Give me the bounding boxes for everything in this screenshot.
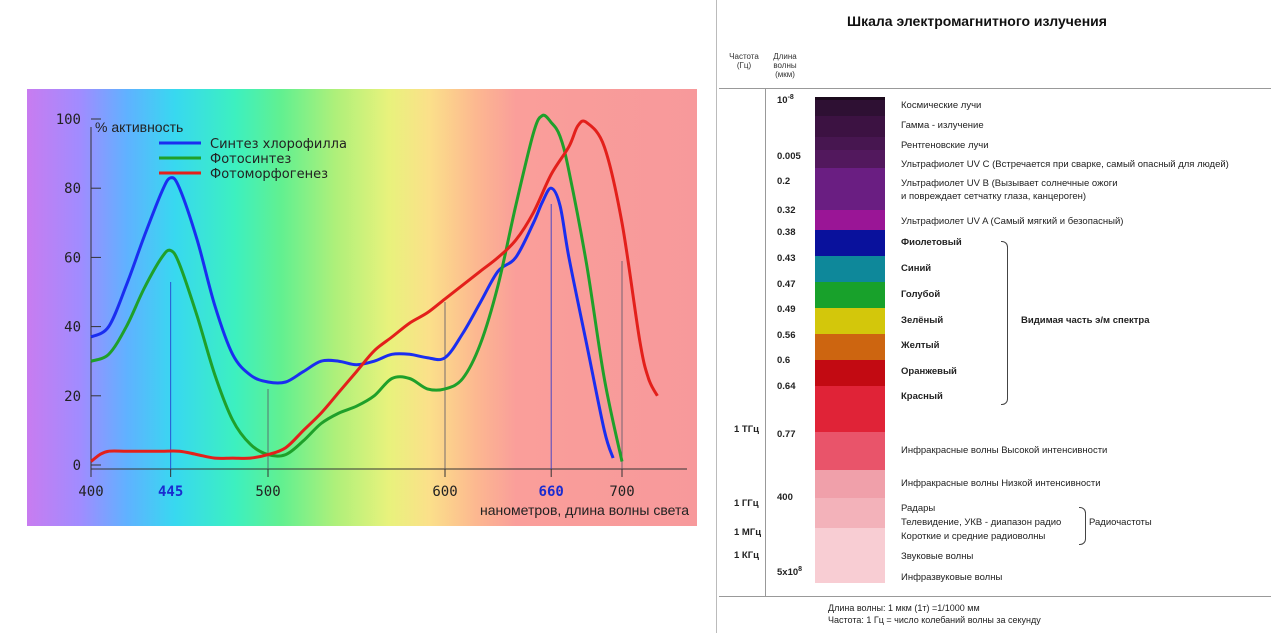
series-line-2 <box>90 113 624 462</box>
frequency-value-1: 1 ТГц <box>734 424 759 435</box>
action-spectrum-chart: % активность нанометров, длина волны све… <box>27 89 697 526</box>
wavelength-value-9: 0.56 <box>777 330 796 341</box>
em-scale-panel: Шкала электромагнитного излучения Частот… <box>716 0 1271 633</box>
footnote-frequency: Частота: 1 Гц = число колебаний волны за… <box>828 615 1041 625</box>
y-axis-label: % активность <box>95 119 183 135</box>
spectrum-band-18 <box>815 528 885 583</box>
spectrum-label-12: Желтый <box>901 340 940 351</box>
legend-label-1: Синтез хлорофилла <box>210 137 347 152</box>
frequency-value-3: 1 МГц <box>734 527 762 538</box>
spectrum-label-9: Синий <box>901 263 932 274</box>
y-tick-label-20: 20 <box>64 389 81 405</box>
x-tick-label-445: 445 <box>158 484 183 500</box>
visible-spectrum-label: Видимая часть э/м спектра <box>1021 315 1150 326</box>
spectrum-label-11: Зелёный <box>901 315 944 326</box>
legend-label-3: Фотоморфогенез <box>210 167 328 182</box>
spectrum-band-17 <box>815 498 885 528</box>
spectrum-label-1: Космические лучи <box>901 100 982 111</box>
wavelength-column-header: Длина волны (мкм) <box>773 52 797 79</box>
spectrum-band-9 <box>815 256 885 282</box>
x-tick-label-500: 500 <box>255 484 280 500</box>
x-tick-label-700: 700 <box>609 484 634 500</box>
spectrum-label-20: Звуковые волны <box>901 551 974 562</box>
spectrum-band-6 <box>815 168 885 210</box>
frequency-value-2: 1 ГГц <box>734 498 759 509</box>
wavelength-value-2: 0.005 <box>777 151 801 162</box>
spectrum-band-14 <box>815 386 885 432</box>
x-axis-label: нанометров, длина волны света <box>480 502 689 518</box>
frequency-column-header: Частота (Гц) <box>729 52 759 70</box>
wavelength-value-10: 0.6 <box>777 355 791 366</box>
spectrum-label-5: Ультрафиолет UV B (Вызывает солнечные ож… <box>901 178 1118 189</box>
spectrum-band-10 <box>815 282 885 308</box>
spectrum-label-3: Рентгеновские лучи <box>901 140 989 151</box>
spectrum-label-8: Фиолетовый <box>901 237 962 248</box>
y-tick-label-100: 100 <box>56 112 81 128</box>
spectrum-band-2 <box>815 100 885 116</box>
spectrum-label-21: Инфразвуковые волны <box>901 572 1003 583</box>
series-line-3 <box>90 119 659 463</box>
spectrum-label-19: Короткие и средние радиоволны <box>901 531 1046 542</box>
series-line-1 <box>90 176 615 459</box>
spectrum-label-15: Инфракрасные волны Высокой интенсивности <box>901 445 1108 456</box>
spectrum-label-14: Красный <box>901 391 943 402</box>
spectrum-label-6: и повреждает сетчатку глаза, канцероген) <box>901 191 1087 202</box>
em-scale-title: Шкала электромагнитного излучения <box>847 13 1107 29</box>
y-tick-label-0: 0 <box>73 458 81 474</box>
spectrum-label-7: Ультрафиолет UV A (Самый мягкий и безопа… <box>901 216 1124 227</box>
spectrum-label-13: Оранжевый <box>901 366 957 377</box>
x-tick-label-600: 600 <box>432 484 457 500</box>
spectrum-band-16 <box>815 470 885 498</box>
spectrum-band-4 <box>815 137 885 150</box>
wavelength-value-8: 0.49 <box>777 304 796 315</box>
spectrum-label-18: Телевидение, УКВ - диапазон радио <box>901 517 1062 528</box>
wavelength-value-11: 0.64 <box>777 381 796 392</box>
frequency-value-4: 1 КГц <box>734 550 759 561</box>
x-tick-label-660: 660 <box>539 484 564 500</box>
visible-spectrum-brace <box>1001 241 1008 405</box>
footnote-wavelength: Длина волны: 1 мкм (1т) =1/1000 мм <box>828 603 980 613</box>
footer-divider <box>719 596 1271 597</box>
wavelength-value-12: 0.77 <box>777 429 796 440</box>
wavelength-value-5: 0.38 <box>777 227 796 238</box>
spectrum-band-15 <box>815 432 885 470</box>
radio-frequencies-brace <box>1079 507 1086 545</box>
header-divider <box>719 88 1271 89</box>
wavelength-value-13: 400 <box>777 492 793 503</box>
spectrum-label-10: Голубой <box>901 289 941 300</box>
spectrum-band-13 <box>815 360 885 386</box>
spectrum-band-11 <box>815 308 885 334</box>
spectrum-band-7 <box>815 210 885 230</box>
y-tick-label-40: 40 <box>64 320 81 336</box>
spectrum-band-12 <box>815 334 885 360</box>
spectrum-band-8 <box>815 230 885 256</box>
wavelength-value-14: 5x108 <box>777 566 803 579</box>
spectrum-band-1 <box>815 97 885 100</box>
wavelength-value-1: 10-8 <box>777 94 794 107</box>
y-tick-label-60: 60 <box>64 250 81 266</box>
spectrum-label-2: Гамма - излучение <box>901 120 984 131</box>
legend-label-2: Фотосинтез <box>210 152 291 167</box>
spectrum-band-5 <box>815 150 885 168</box>
spectrum-background <box>27 89 697 526</box>
spectrum-label-4: Ультрафиолет UV С (Встречается при сварк… <box>901 159 1229 170</box>
spectrum-label-16: Инфракрасные волны Низкой интенсивности <box>901 478 1101 489</box>
wavelength-value-6: 0.43 <box>777 253 796 264</box>
y-tick-label-80: 80 <box>64 181 81 197</box>
wavelength-value-4: 0.32 <box>777 205 796 216</box>
radio-frequencies-label: Радиочастоты <box>1089 517 1152 528</box>
spectrum-label-17: Радары <box>901 503 936 514</box>
wavelength-value-7: 0.47 <box>777 279 796 290</box>
wavelength-value-3: 0.2 <box>777 176 791 187</box>
spectrum-band-3 <box>815 116 885 137</box>
x-tick-label-400: 400 <box>78 484 103 500</box>
column-divider <box>765 88 766 596</box>
